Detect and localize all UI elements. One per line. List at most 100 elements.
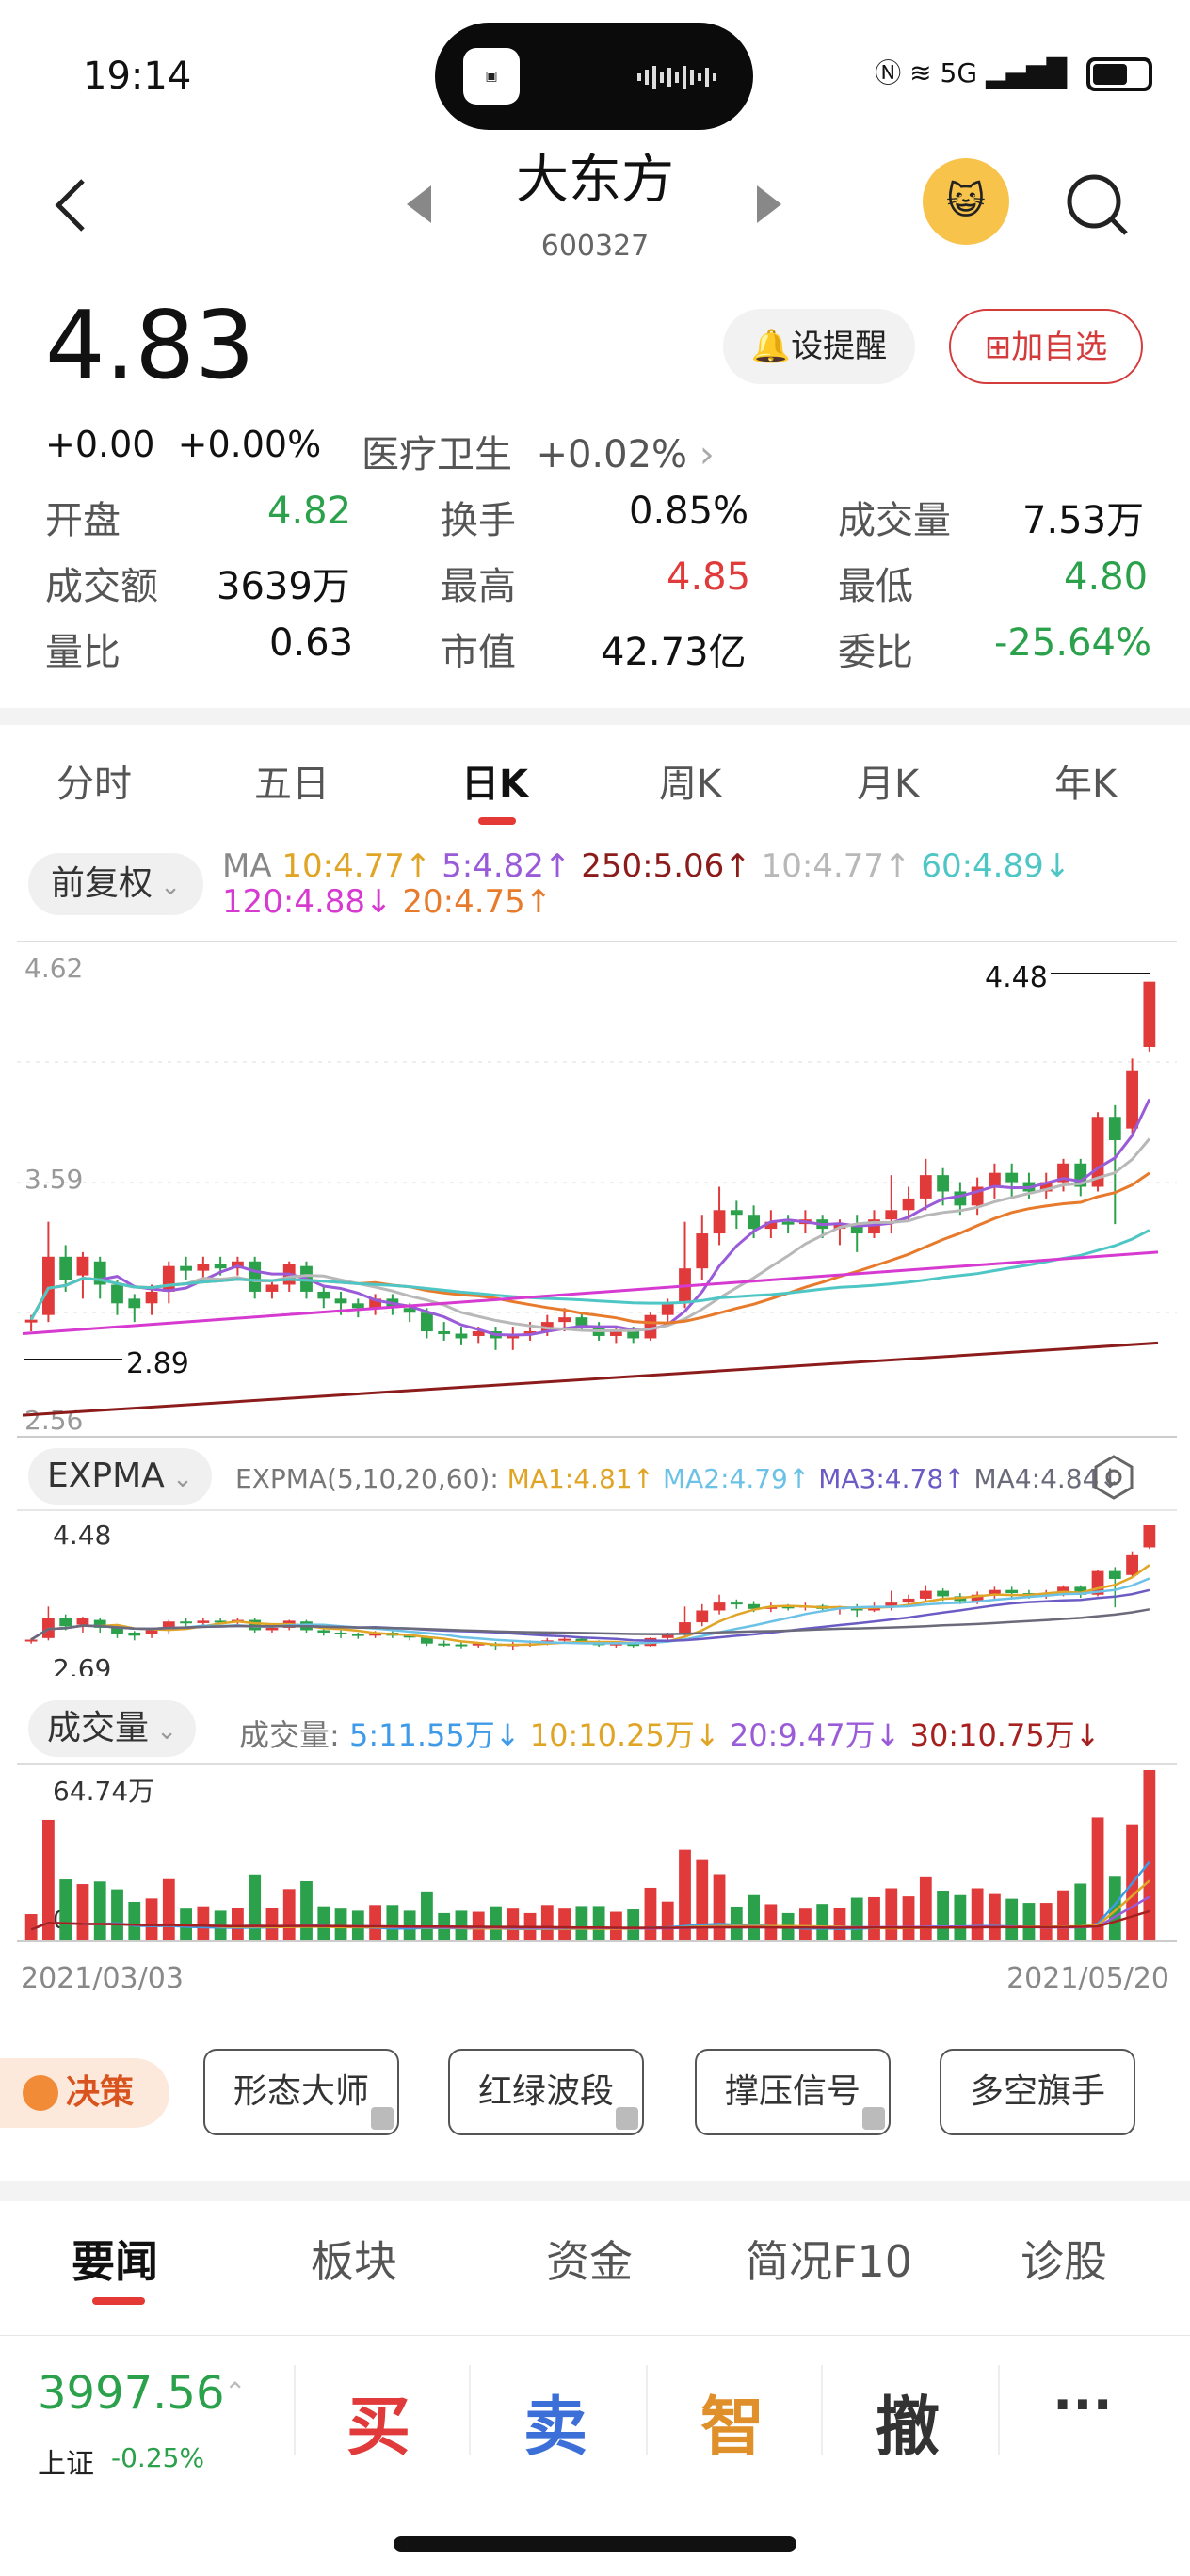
vol-ratio-label: 量比 [45,631,121,674]
volume-bar [59,1879,72,1940]
candle-body [989,1172,1001,1187]
volume-bar [490,1906,502,1940]
ma60-line [29,1229,1150,1321]
search-icon[interactable] [1064,168,1130,243]
volume-bar [679,1849,691,1940]
expma-chart[interactable]: 4.48 2.69 [0,1506,1190,1676]
sell-button[interactable]: 卖 [523,2391,588,2465]
expma-candle-body [214,1620,227,1623]
news-tab-f10[interactable]: 简况F10 [746,2236,912,2287]
candle-body [317,1291,330,1299]
cancel-order-button[interactable]: 撤 [876,2391,941,2465]
add-watchlist-button[interactable]: ⊞加自选 [949,309,1143,384]
volume-bar [816,1904,829,1940]
expma-candle-body [627,1643,640,1647]
volume-bar [421,1891,433,1940]
adjust-label: 前复权 [50,864,153,903]
adjust-select[interactable]: 前复权 ⌄ [28,853,203,915]
volume-bar [1143,1770,1156,1940]
volume-bar [128,1901,141,1940]
candle-body [265,1284,279,1292]
low-label: 最低 [838,565,913,608]
divider [469,2365,471,2455]
sector-change: +0.02% [536,433,688,476]
ma-legend-line1: MA 10:4.77↑ 5:4.82↑ 250:5.06↑ 10:4.77↑ 6… [222,847,1070,885]
ma10b-value: 10:4.77↑ [761,847,911,885]
bottom-trade-bar [0,2335,1190,2477]
expma-candle-body [334,1632,347,1634]
candle-body [1143,981,1156,1047]
tab-five-day[interactable]: 五日 [254,763,330,806]
next-stock-icon[interactable] [757,185,781,223]
decision-button[interactable]: 决策 [0,2058,169,2128]
divider [821,2365,823,2455]
expma-candle-body [1057,1586,1069,1594]
volume-bar [162,1878,175,1940]
candle-body [180,1265,192,1271]
tool-red-green-band[interactable]: 红绿波段 [448,2049,644,2135]
tab-intraday[interactable]: 分时 [56,763,132,806]
candle-body [59,1256,72,1280]
news-tab-diagnosis[interactable]: 诊股 [1021,2236,1107,2287]
candle-body [575,1317,588,1328]
tool-pattern-master[interactable]: 形态大师 [203,2049,399,2135]
high-label: 最高 [441,565,516,608]
tool-bull-bear-flag[interactable]: 多空旗手 [940,2049,1135,2135]
tab-daily-k[interactable]: 日K [461,763,528,806]
news-tab-funds[interactable]: 资金 [546,2236,633,2287]
volume-bar [1005,1898,1019,1940]
index-pct: -0.25% [111,2442,205,2473]
volume-bar [232,1908,244,1940]
candle-body [558,1317,571,1323]
candle-body [748,1215,760,1230]
news-tab-headlines[interactable]: 要闻 [72,2236,158,2287]
set-alert-button[interactable]: 🔔设提醒 [723,309,915,384]
volume-select[interactable]: 成交量 ⌄ [28,1700,197,1757]
candle-body [249,1261,262,1292]
volume-chart[interactable]: 64.74万 0 [0,1763,1190,1951]
candlestick-chart[interactable]: 4.62 3.59 2.56 4.48 2.89 [0,940,1190,1439]
chevron-up-icon[interactable]: ⌃ [224,2376,247,2407]
max-price-label: 4.48 [985,961,1048,994]
settings-gear-icon[interactable] [1090,1454,1137,1501]
ma-legend-line2: 120:4.88↓ 20:4.75↑ [222,883,552,921]
volume-bar [661,1901,674,1940]
volume-bar [575,1906,588,1940]
expma-select[interactable]: EXPMA ⌄ [28,1448,212,1505]
audio-wave-icon [637,66,716,89]
more-button[interactable]: ··· [1053,2375,1113,2436]
expma-candle-body [902,1598,915,1603]
volume-prefix: 成交量: [239,1717,340,1753]
volume-bar [937,1891,949,1940]
candle-body [644,1314,657,1339]
volume-bar [713,1874,726,1940]
battery-icon [1086,57,1152,91]
set-alert-label: 设提醒 [791,328,888,365]
news-tab-sector[interactable]: 板块 [311,2236,397,2287]
active-tab-indicator [478,817,516,825]
tab-yearly-k[interactable]: 年K [1054,763,1118,806]
price-change: +0.00 +0.00% [45,424,321,465]
volume-name: 成交量 [47,1709,150,1747]
lock-icon [616,2107,638,2130]
candle-body [1039,1182,1053,1192]
candle-body [197,1264,210,1271]
volume-bar [180,1908,192,1940]
sector-name: 医疗卫生 [362,433,512,476]
expma-candle-body [1074,1586,1087,1595]
tool-label: 红绿波段 [477,2072,614,2111]
sector-link[interactable]: 医疗卫生 +0.02% › [362,424,715,478]
tab-weekly-k[interactable]: 周K [659,763,722,806]
smart-button[interactable]: 智 [700,2391,765,2465]
prev-stock-icon[interactable] [407,185,431,223]
volume-bar [42,1819,55,1940]
index-value[interactable]: 3997.56 [38,2367,225,2420]
expma-candle-body [317,1630,330,1633]
back-arrow-icon[interactable] [49,177,96,233]
decision-icon [23,2075,58,2111]
tool-support-signal[interactable]: 撑压信号 [695,2049,891,2135]
tab-monthly-k[interactable]: 月K [857,763,920,806]
stats-grid: 开盘 4.82 换手 0.85% 成交量 7.53万 成交额 3639万 最高 … [45,490,1151,687]
mascot-icon[interactable]: 😺 [923,158,1009,245]
buy-button[interactable]: 买 [346,2391,411,2465]
